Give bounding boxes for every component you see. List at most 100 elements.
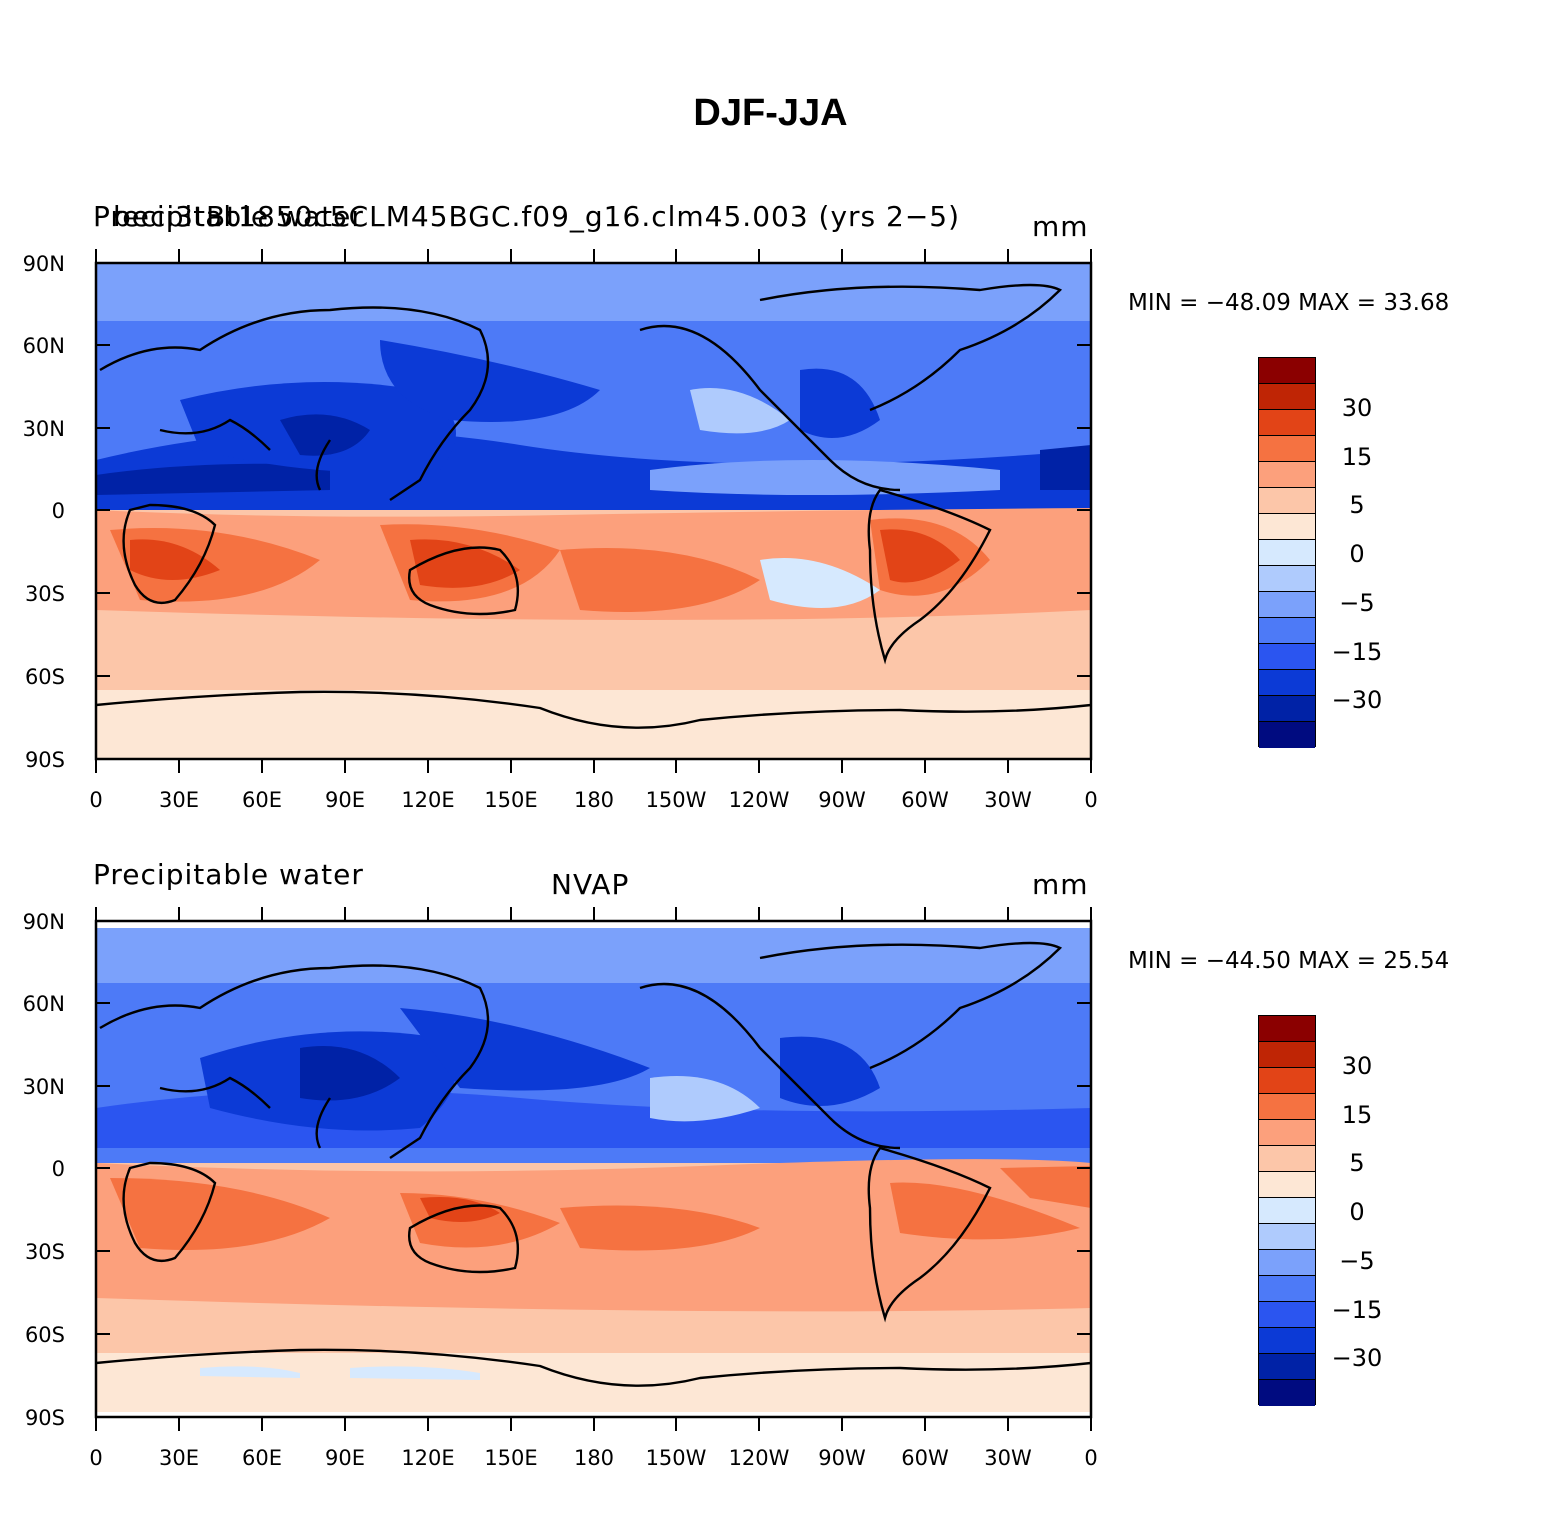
colorbar-label: 5 <box>1349 1149 1365 1177</box>
colorbar-label: 30 <box>1341 1052 1373 1080</box>
colorbar-swatch <box>1259 644 1315 670</box>
lat-label: 90N <box>23 910 65 934</box>
colorbar-label: −15 <box>1331 638 1383 666</box>
colorbar-label: −30 <box>1331 686 1383 714</box>
colorbar-swatch <box>1259 1380 1315 1406</box>
panel-source-label: NVAP <box>551 868 630 901</box>
colorbar-swatch <box>1259 618 1315 644</box>
lon-label: 30W <box>984 1446 1032 1470</box>
colorbar-swatch <box>1259 514 1315 540</box>
lon-label: 0 <box>89 1446 102 1470</box>
contour-field <box>96 921 1091 1417</box>
lat-label: 0 <box>52 499 65 523</box>
colorbar-swatch <box>1259 592 1315 618</box>
colorbar-swatch <box>1259 1172 1315 1198</box>
colorbar-swatch <box>1259 384 1315 410</box>
lon-label: 90E <box>325 788 365 812</box>
colorbar-label: 30 <box>1341 394 1373 422</box>
colorbar-swatch <box>1259 1016 1315 1042</box>
lon-label: 90E <box>325 1446 365 1470</box>
colorbar-swatch <box>1259 462 1315 488</box>
lon-label: 150E <box>484 1446 537 1470</box>
colorbar-swatch <box>1259 722 1315 748</box>
colorbar-swatch <box>1259 436 1315 462</box>
colorbar-swatch <box>1259 1354 1315 1380</box>
lat-label: 90S <box>25 1406 65 1430</box>
lat-label: 60S <box>25 665 65 689</box>
lat-label: 30S <box>25 582 65 606</box>
colorbar-swatch <box>1259 1042 1315 1068</box>
colorbar-swatch <box>1259 1120 1315 1146</box>
colorbar-swatch <box>1259 1328 1315 1354</box>
colorbar-swatch <box>1259 1302 1315 1328</box>
colorbar-swatch <box>1259 566 1315 592</box>
panel-model: 90N 60N 30N 0 30S 60S 90S 0 30E 60E 90E … <box>0 190 1541 830</box>
lat-label: 30S <box>25 1240 65 1264</box>
colorbar-label: 5 <box>1349 491 1365 519</box>
colorbar-swatch <box>1259 540 1315 566</box>
colorbar-swatch <box>1259 670 1315 696</box>
lon-label: 60W <box>901 1446 949 1470</box>
colorbar-label: 0 <box>1349 540 1365 568</box>
colorbar-swatch <box>1259 1250 1315 1276</box>
lat-label: 90N <box>23 252 65 276</box>
panel-variable-label: Precipitable water <box>93 858 364 891</box>
coastlines <box>96 941 1091 1387</box>
page-title: DJF-JJA <box>693 92 848 134</box>
lon-label: 30W <box>984 788 1032 812</box>
map-plot-model: 90N 60N 30N 0 30S 60S 90S 0 30E 60E 90E … <box>23 249 1098 812</box>
lon-label: 180 <box>574 1446 614 1470</box>
lon-label: 120E <box>401 788 454 812</box>
lon-label: 60E <box>242 788 282 812</box>
contour-field <box>96 263 1091 759</box>
lon-label: 60E <box>242 1446 282 1470</box>
lat-label: 60N <box>23 334 65 358</box>
lat-label: 60N <box>23 992 65 1016</box>
lon-label: 30E <box>159 788 199 812</box>
lon-label: 150W <box>646 1446 707 1470</box>
colorbar-swatch <box>1259 1068 1315 1094</box>
colorbar-swatch <box>1259 1276 1315 1302</box>
panel-units-label: mm <box>1032 210 1089 243</box>
colorbar-swatch <box>1259 1094 1315 1120</box>
lon-label: 120W <box>729 1446 790 1470</box>
lon-label: 90W <box>818 788 866 812</box>
panel-variable-label: Precipitable water <box>93 200 364 233</box>
lat-label: 0 <box>52 1157 65 1181</box>
lon-label: 0 <box>1084 1446 1097 1470</box>
colorbar-label: −5 <box>1339 1247 1375 1275</box>
colorbar-label: 0 <box>1349 1198 1365 1226</box>
lon-label: 30E <box>159 1446 199 1470</box>
lon-label: 120W <box>729 788 790 812</box>
colorbar-swatch <box>1259 1198 1315 1224</box>
lon-label: 0 <box>1084 788 1097 812</box>
lat-label: 30N <box>23 1075 65 1099</box>
colorbar <box>1258 1015 1316 1406</box>
lat-label: 90S <box>25 748 65 772</box>
axis-ticks <box>95 249 1092 773</box>
colorbar <box>1258 357 1316 748</box>
panel-units-label: mm <box>1032 868 1089 901</box>
lon-label: 150W <box>646 788 707 812</box>
colorbar-swatch <box>1259 410 1315 436</box>
lat-label: 30N <box>23 417 65 441</box>
panel-observation: 90N 60N 30N 0 30S 60S 90S 0 30E 60E 90E … <box>0 848 1541 1488</box>
min-max-label: MIN = −48.09 MAX = 33.68 <box>1128 290 1450 316</box>
colorbar-label: 15 <box>1341 443 1373 471</box>
lon-label: 0 <box>89 788 102 812</box>
lat-label: 60S <box>25 1323 65 1347</box>
colorbar-swatch <box>1259 488 1315 514</box>
min-max-label: MIN = −44.50 MAX = 25.54 <box>1128 948 1450 974</box>
coastlines <box>96 283 1091 729</box>
lon-label: 150E <box>484 788 537 812</box>
lon-label: 90W <box>818 1446 866 1470</box>
colorbar-swatch <box>1259 696 1315 722</box>
lon-label: 60W <box>901 788 949 812</box>
axis-ticks <box>95 907 1092 1431</box>
lon-label: 120E <box>401 1446 454 1470</box>
colorbar-label: −30 <box>1331 1344 1383 1372</box>
panel-case-label: beci3tBt1850c5CLM45BGC.f09_g16.clm45.003… <box>113 200 961 233</box>
colorbar-label: −5 <box>1339 589 1375 617</box>
map-plot-observation: 90N 60N 30N 0 30S 60S 90S 0 30E 60E 90E … <box>23 907 1098 1470</box>
colorbar-swatch <box>1259 1224 1315 1250</box>
